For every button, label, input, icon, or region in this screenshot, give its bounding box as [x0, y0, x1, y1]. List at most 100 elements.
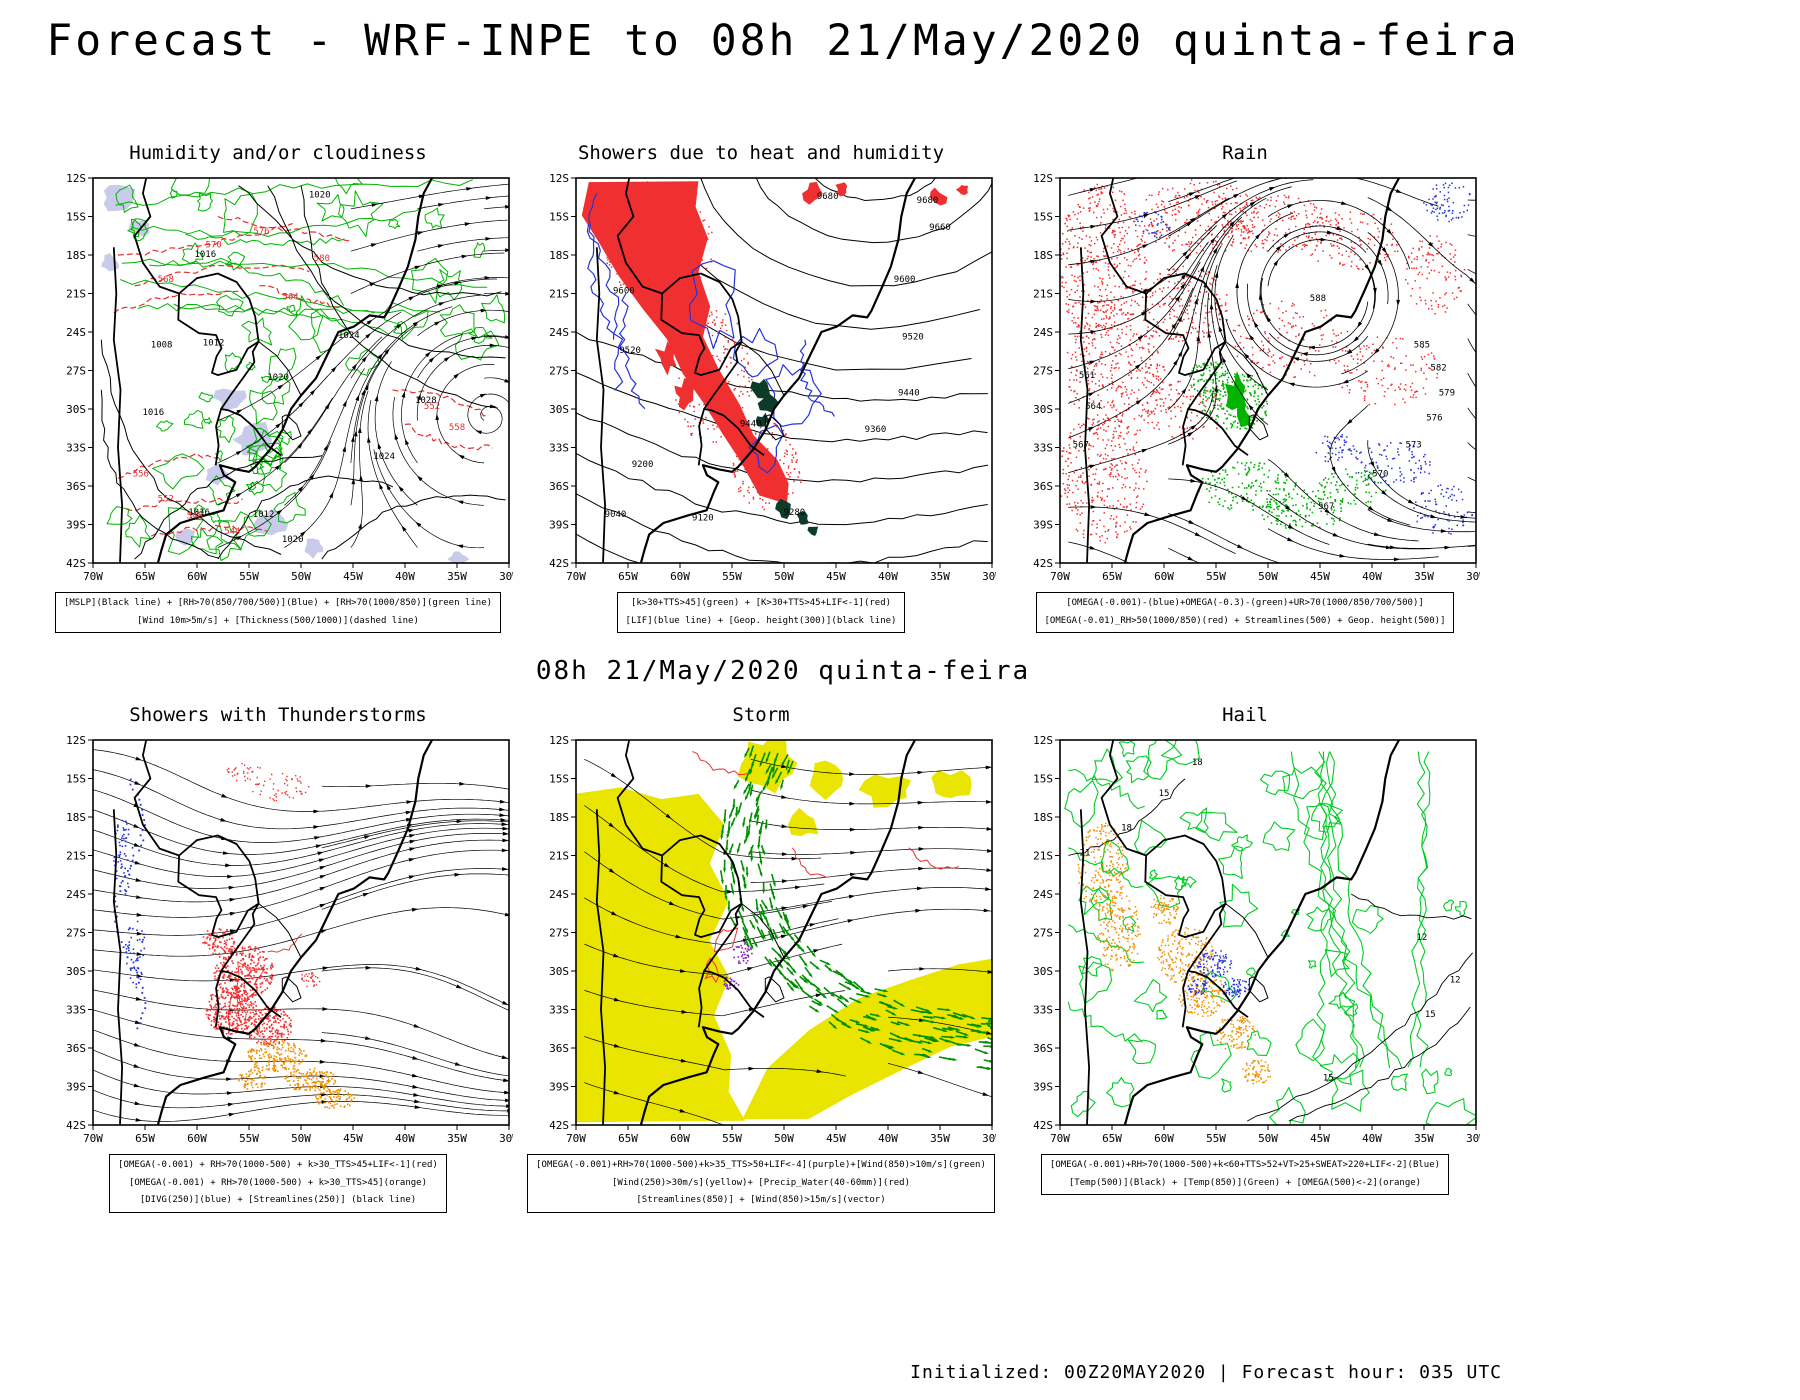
svg-text:15S: 15S — [549, 211, 569, 224]
svg-text:9440: 9440 — [740, 419, 762, 429]
map-legend-box: [k>30+TTS>45](green) + [K>30+TTS>45+LIF<… — [616, 592, 906, 634]
svg-text:1016: 1016 — [188, 508, 210, 518]
init-info: Initialized: 00Z20MAY2020 | Forecast hou… — [910, 1362, 1502, 1383]
map-legend-box: [OMEGA(-0.001)+RH>70(1000-500)+k>35_TTS>… — [527, 1154, 995, 1213]
svg-text:39S: 39S — [549, 519, 569, 532]
svg-text:65W: 65W — [1102, 570, 1122, 583]
svg-text:55W: 55W — [722, 570, 742, 583]
svg-text:50W: 50W — [291, 1132, 311, 1145]
svg-text:70W: 70W — [83, 570, 103, 583]
svg-text:21S: 21S — [549, 850, 569, 863]
panel-title: Rain — [1222, 142, 1268, 164]
svg-text:60W: 60W — [187, 1132, 207, 1145]
svg-text:40W: 40W — [878, 1132, 898, 1145]
panel-title: Hail — [1222, 704, 1268, 726]
svg-text:55W: 55W — [1206, 570, 1226, 583]
svg-text:18S: 18S — [1033, 811, 1053, 824]
svg-text:9600: 9600 — [894, 275, 916, 285]
svg-text:9280: 9280 — [784, 508, 806, 518]
svg-text:15S: 15S — [66, 773, 86, 786]
svg-text:9040: 9040 — [605, 510, 627, 520]
svg-text:40W: 40W — [395, 1132, 415, 1145]
mid-heading: 08h 21/May/2020 quinta-feira — [535, 656, 1031, 686]
svg-text:35W: 35W — [447, 1132, 467, 1145]
panel-storm: Storm 12S 15S 18S 21S 24S 27S 30S 33S 36S 39S 42S 7… — [526, 702, 996, 1213]
svg-text:42S: 42S — [1033, 557, 1053, 570]
svg-text:40W: 40W — [878, 570, 898, 583]
svg-text:9200: 9200 — [632, 460, 654, 470]
svg-text:18S: 18S — [549, 811, 569, 824]
caption-line: [OMEGA(-0.001)+RH>70(1000-500)+k<60+TTS>… — [1049, 1160, 1441, 1170]
svg-text:55W: 55W — [239, 570, 259, 583]
svg-text:564: 564 — [1085, 402, 1101, 412]
svg-text:45W: 45W — [1310, 1132, 1330, 1145]
svg-text:40W: 40W — [395, 570, 415, 583]
caption-line: [OMEGA(-0.001)-(blue)+OMEGA(-0.3)-(green… — [1066, 598, 1424, 608]
svg-text:12: 12 — [1450, 976, 1461, 986]
svg-text:27S: 27S — [1033, 365, 1053, 378]
svg-text:544: 544 — [224, 527, 240, 537]
svg-text:24S: 24S — [1033, 326, 1053, 339]
caption-line: [OMEGA(-0.01)_RH>50(1000/850)(red) + Str… — [1044, 615, 1446, 626]
hail-map: 21 18 15 12 12 15 15 18 12S 15S 18S 21S 24S 27S 30S 33S… — [1033, 734, 1480, 1145]
svg-text:568: 568 — [158, 275, 174, 285]
svg-text:36S: 36S — [66, 1042, 86, 1055]
svg-text:27S: 27S — [1033, 927, 1053, 940]
svg-text:570: 570 — [1372, 469, 1388, 479]
svg-text:35W: 35W — [930, 1132, 950, 1145]
svg-text:582: 582 — [1430, 364, 1446, 374]
svg-text:70W: 70W — [566, 570, 586, 583]
svg-text:12S: 12S — [1033, 172, 1053, 185]
map-legend-box: [OMEGA(-0.001)+RH>70(1000-500)+k<60+TTS>… — [1040, 1154, 1450, 1196]
svg-text:30W: 30W — [499, 570, 513, 583]
svg-text:60W: 60W — [1154, 570, 1174, 583]
svg-text:35W: 35W — [1414, 1132, 1434, 1145]
svg-text:15: 15 — [1159, 789, 1170, 799]
svg-text:35W: 35W — [930, 570, 950, 583]
svg-text:45W: 45W — [826, 570, 846, 583]
svg-text:30W: 30W — [1466, 570, 1480, 583]
svg-text:12: 12 — [1416, 933, 1427, 943]
svg-text:60W: 60W — [670, 570, 690, 583]
panel-title: Storm — [732, 704, 790, 726]
svg-text:15S: 15S — [66, 211, 86, 224]
svg-text:36S: 36S — [66, 480, 86, 493]
panel-title: Humidity and/or cloudiness — [129, 142, 427, 164]
svg-text:24S: 24S — [66, 888, 86, 901]
svg-text:27S: 27S — [549, 365, 569, 378]
svg-text:27S: 27S — [66, 365, 86, 378]
svg-text:567: 567 — [1318, 502, 1334, 512]
svg-text:39S: 39S — [1033, 1081, 1053, 1094]
caption-line: [OMEGA(-0.001) + RH>70(1000-500) + k>30_… — [128, 1177, 427, 1188]
panel-showers-heat-humidity: Showers due to heat and humidity 9680 968… — [526, 140, 996, 634]
svg-text:580: 580 — [314, 254, 330, 264]
svg-text:558: 558 — [449, 423, 465, 433]
svg-text:30S: 30S — [1033, 403, 1053, 416]
svg-text:65W: 65W — [1102, 1132, 1122, 1145]
svg-text:30W: 30W — [1466, 1132, 1480, 1145]
svg-text:9360: 9360 — [865, 425, 887, 435]
svg-text:40W: 40W — [1362, 1132, 1382, 1145]
rain-map: 588 585 582 579 576 573 570 567 564 561 567 12S 15S 1… — [1033, 172, 1480, 583]
svg-text:15: 15 — [1425, 1010, 1436, 1020]
svg-text:24S: 24S — [549, 326, 569, 339]
svg-text:579: 579 — [1439, 389, 1455, 399]
svg-text:42S: 42S — [66, 1119, 86, 1132]
showers-heat-humidity-map: 9680 9680 9660 9600 9600 9520 9520 9440 9440 9360… — [549, 172, 996, 583]
svg-text:561: 561 — [1079, 371, 1095, 381]
svg-text:33S: 33S — [66, 442, 86, 455]
svg-text:15S: 15S — [1033, 773, 1053, 786]
caption-line: [OMEGA(-0.001)+RH>70(1000-500)+k>35_TTS>… — [536, 1160, 986, 1170]
svg-text:50W: 50W — [1258, 1132, 1278, 1145]
svg-text:30W: 30W — [982, 570, 996, 583]
svg-text:65W: 65W — [618, 1132, 638, 1145]
svg-text:65W: 65W — [135, 570, 155, 583]
svg-text:45W: 45W — [826, 1132, 846, 1145]
svg-text:33S: 33S — [1033, 1004, 1053, 1017]
svg-text:1020: 1020 — [282, 535, 304, 545]
svg-text:18: 18 — [1121, 823, 1132, 833]
map-legend-box: [OMEGA(-0.001)-(blue)+OMEGA(-0.3)-(green… — [1035, 592, 1455, 634]
svg-text:21S: 21S — [66, 850, 86, 863]
svg-text:30W: 30W — [982, 1132, 996, 1145]
